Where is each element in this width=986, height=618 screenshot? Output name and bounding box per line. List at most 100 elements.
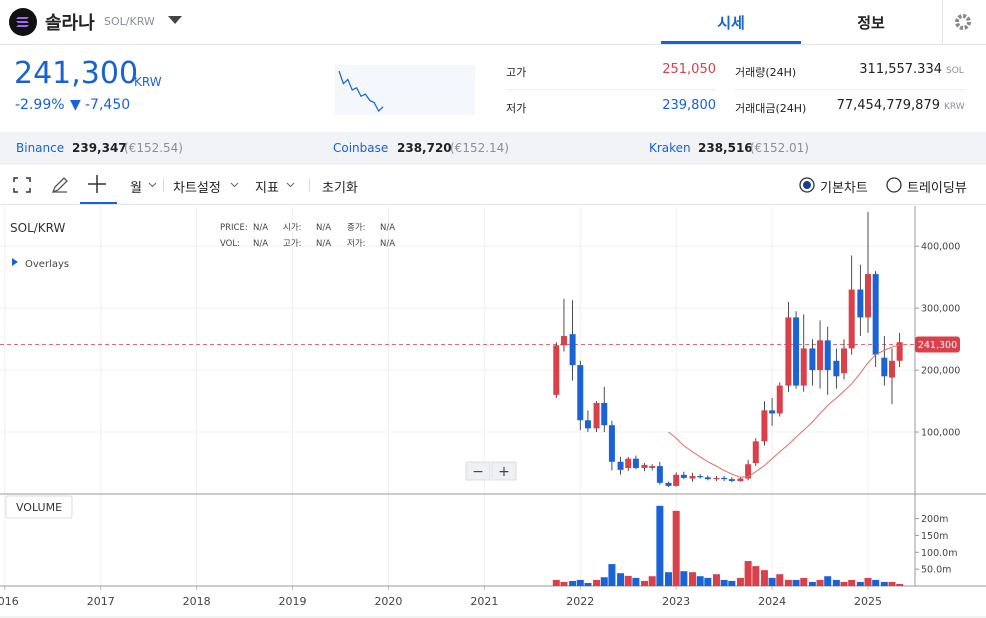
period[interactable]: 월 (130, 181, 142, 196)
low-label: 저가 (506, 102, 527, 115)
volume-bar (856, 581, 864, 586)
amount-label: 거래대금(24H) (735, 102, 807, 115)
amount-unit: KRW (944, 102, 965, 112)
candle-body (593, 402, 600, 429)
sparkline-line (338, 70, 384, 112)
legend-text: 시가: (283, 223, 302, 233)
coin-logo (9, 8, 37, 36)
candle-body (809, 348, 816, 371)
high-label: 고가 (506, 66, 527, 79)
toolbar: 월 차트설정 지표 초기화 기본차트 트레이딩뷰 (0, 165, 986, 205)
draw-icon[interactable] (50, 175, 70, 195)
volume-bar (624, 575, 632, 586)
exchange-name[interactable]: Coinbase (333, 141, 389, 155)
zoom-in-button[interactable] (491, 461, 517, 481)
tab-info[interactable]: 정보 (857, 14, 885, 32)
candle-body (896, 342, 903, 361)
legend-text: N/A (253, 223, 268, 233)
candle-body (888, 360, 895, 378)
volume-bar (608, 564, 616, 586)
exchange-eur: (€152.01) (750, 141, 809, 155)
x-tick-label: 2024 (758, 595, 786, 608)
y2-tick-label: 150m (921, 531, 948, 542)
volume-bar (704, 577, 712, 586)
volume-label: 거래량(24H) (735, 66, 797, 79)
candle-body (649, 466, 656, 468)
basic-chart[interactable]: 기본차트 (820, 181, 868, 196)
fullscreen-icon[interactable] (13, 177, 31, 193)
x-tick-label: 2023 (662, 595, 690, 608)
settings-gear[interactable] (954, 13, 972, 31)
exchange-price: 239,347 (72, 141, 127, 155)
volume-bar (617, 573, 625, 586)
volume-value: 311,557.334 (859, 62, 942, 77)
volume-bar (569, 580, 577, 586)
candle-body (673, 474, 680, 486)
tab-price[interactable]: 시세 (717, 14, 745, 32)
candle-body (752, 441, 759, 464)
exchange-name[interactable]: Kraken (649, 141, 691, 155)
volume-bar (808, 581, 816, 586)
crosshair-icon[interactable] (88, 175, 106, 193)
overlays-arrow[interactable] (12, 258, 18, 266)
divider (942, 0, 943, 44)
exchange-name[interactable]: Binance (16, 141, 65, 155)
reset[interactable]: 초기화 (322, 181, 358, 196)
volume-bar (784, 579, 792, 586)
y-tick-label: 100,000 (921, 428, 960, 439)
volume-bar (832, 579, 840, 586)
sparkline (335, 65, 475, 115)
indicators[interactable]: 지표 (255, 181, 279, 196)
y2-tick-label: 200m (921, 514, 948, 525)
y-tick-label: 400,000 (921, 242, 960, 253)
candle-body (793, 317, 800, 386)
candle-body (680, 474, 687, 478)
legend-text: 저가: (347, 239, 366, 249)
volume-bar (672, 510, 680, 586)
x-tick-label: 2017 (87, 595, 115, 608)
candle-body (833, 360, 840, 377)
candle-body (632, 458, 639, 468)
volume-bar (712, 574, 720, 586)
exchange-bar: Binance 239,347 (€152.54) Coinbase 238,7… (0, 132, 986, 165)
volume-bar (840, 581, 848, 586)
candle-body (641, 464, 648, 468)
zoom-out[interactable]: − (472, 464, 484, 480)
radio[interactable] (886, 177, 902, 193)
volume-bar (680, 571, 688, 586)
volume-bar (552, 579, 560, 586)
dropdown-arrow[interactable] (168, 16, 182, 24)
x-tick-label: 2021 (470, 595, 498, 608)
currency: KRW (134, 75, 162, 89)
legend-text: 종가: (347, 223, 366, 233)
zoom-in[interactable]: + (498, 464, 510, 480)
exchange-price: 238,720 (397, 141, 452, 155)
volume-bar (792, 579, 800, 586)
volume-bar (888, 581, 896, 586)
overlays[interactable]: Overlays (25, 259, 69, 270)
radio-selected[interactable] (799, 177, 815, 193)
candlestick-chart: 2016 2017 2018 2019 2020 2021 2022 2023 2024 2025… (0, 206, 986, 618)
tradingview[interactable]: 트레이딩뷰 (907, 181, 967, 196)
volume-bar (728, 580, 736, 586)
legend-text: N/A (380, 239, 395, 249)
volume-bar (752, 566, 760, 586)
divider (309, 178, 310, 192)
candle-body (865, 274, 872, 318)
active-underline (80, 202, 117, 204)
current-price-tag (915, 336, 960, 353)
candle-body (728, 479, 735, 481)
change: -7,450 (85, 97, 131, 113)
y2-tick-label: 100.0m (921, 548, 957, 559)
volume-bar (880, 581, 888, 586)
candle-body (872, 274, 879, 355)
candle-body (785, 317, 792, 386)
candle-body (761, 410, 768, 442)
candle-body (841, 348, 848, 374)
zoom-out-button[interactable] (465, 461, 491, 481)
y-tick-label: 300,000 (921, 304, 960, 315)
exchange-eur: (€152.54) (124, 141, 183, 155)
last-price: 241,300 (14, 56, 139, 91)
chart-settings[interactable]: 차트설정 (173, 181, 221, 196)
